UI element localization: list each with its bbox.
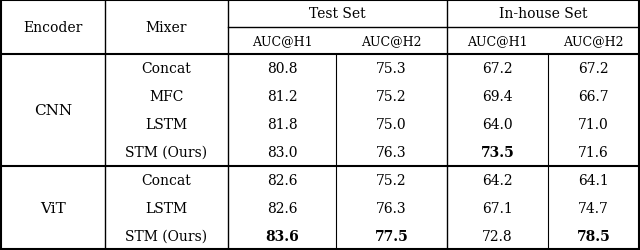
Text: 80.8: 80.8: [267, 62, 297, 76]
Text: 64.1: 64.1: [578, 173, 609, 187]
Text: 67.2: 67.2: [578, 62, 609, 76]
Text: 64.0: 64.0: [482, 118, 513, 132]
Text: AUC@H1: AUC@H1: [252, 35, 312, 48]
Text: 73.5: 73.5: [481, 146, 515, 159]
Text: 67.2: 67.2: [482, 62, 513, 76]
Text: STM (Ours): STM (Ours): [125, 146, 207, 159]
Text: 76.3: 76.3: [376, 146, 407, 159]
Text: 76.3: 76.3: [376, 201, 407, 215]
Text: AUC@H2: AUC@H2: [361, 35, 422, 48]
Text: ViT: ViT: [40, 201, 66, 215]
Text: 74.7: 74.7: [578, 201, 609, 215]
Text: 67.1: 67.1: [482, 201, 513, 215]
Text: Encoder: Encoder: [23, 21, 83, 35]
Text: AUC@H2: AUC@H2: [563, 35, 624, 48]
Text: 72.8: 72.8: [482, 229, 513, 243]
Text: 78.5: 78.5: [577, 229, 611, 243]
Text: 81.2: 81.2: [267, 90, 298, 104]
Text: Concat: Concat: [141, 62, 191, 76]
Text: 71.6: 71.6: [578, 146, 609, 159]
Text: 83.0: 83.0: [267, 146, 297, 159]
Text: CNN: CNN: [34, 104, 72, 118]
Text: 69.4: 69.4: [482, 90, 513, 104]
Text: 81.8: 81.8: [267, 118, 298, 132]
Text: 83.6: 83.6: [265, 229, 299, 243]
Text: LSTM: LSTM: [145, 118, 188, 132]
Text: 75.2: 75.2: [376, 90, 407, 104]
Text: 82.6: 82.6: [267, 201, 297, 215]
Text: Mixer: Mixer: [146, 21, 188, 35]
Text: 75.2: 75.2: [376, 173, 407, 187]
Text: STM (Ours): STM (Ours): [125, 229, 207, 243]
Text: LSTM: LSTM: [145, 201, 188, 215]
Text: In-house Set: In-house Set: [499, 8, 588, 22]
Text: 71.0: 71.0: [578, 118, 609, 132]
Text: MFC: MFC: [149, 90, 184, 104]
Text: 66.7: 66.7: [578, 90, 609, 104]
Text: Test Set: Test Set: [309, 8, 366, 22]
Text: 77.5: 77.5: [374, 229, 408, 243]
Text: 82.6: 82.6: [267, 173, 297, 187]
Text: Concat: Concat: [141, 173, 191, 187]
Text: 75.0: 75.0: [376, 118, 407, 132]
Text: 64.2: 64.2: [482, 173, 513, 187]
Text: AUC@H1: AUC@H1: [467, 35, 528, 48]
Text: 75.3: 75.3: [376, 62, 407, 76]
